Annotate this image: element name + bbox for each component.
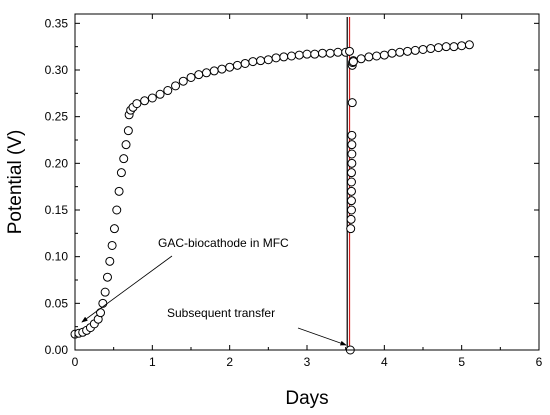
data-point xyxy=(178,76,188,86)
y-tick-label: 0.25 xyxy=(45,110,69,124)
data-point xyxy=(112,205,122,215)
annotation-transfer-arrow xyxy=(297,327,347,346)
data-point xyxy=(346,205,356,215)
data-point xyxy=(325,48,335,58)
data-point xyxy=(418,44,428,54)
data-point xyxy=(271,53,281,63)
data-point xyxy=(98,298,108,308)
data-series xyxy=(70,40,474,355)
data-point xyxy=(287,51,297,61)
data-point xyxy=(410,45,420,55)
y-tick-label: 0.05 xyxy=(45,296,69,310)
data-point xyxy=(107,240,117,250)
data-point xyxy=(163,86,173,96)
data-point xyxy=(457,41,467,51)
data-point xyxy=(449,42,459,52)
annotation-gac-arrow xyxy=(81,255,173,323)
data-point xyxy=(347,98,357,108)
data-point xyxy=(109,224,119,234)
data-point xyxy=(232,60,242,70)
data-point xyxy=(347,158,357,168)
data-point xyxy=(263,55,273,65)
y-tick-label: 0.35 xyxy=(45,16,69,30)
data-point xyxy=(433,43,443,53)
y-axis-title: Potential (V) xyxy=(5,130,26,235)
data-point xyxy=(403,46,413,56)
data-point xyxy=(102,272,112,282)
x-tick-label: 2 xyxy=(226,355,233,369)
data-point xyxy=(121,140,131,150)
data-point xyxy=(346,196,356,206)
data-point xyxy=(132,99,142,109)
data-point xyxy=(100,287,110,297)
data-point xyxy=(171,81,181,91)
data-point xyxy=(348,57,358,67)
data-point xyxy=(114,186,124,196)
x-tick-label: 0 xyxy=(72,355,79,369)
data-point xyxy=(441,42,451,52)
data-point xyxy=(333,47,343,57)
data-point xyxy=(346,168,356,178)
y-tick-label: 0.10 xyxy=(45,250,69,264)
data-point xyxy=(248,57,258,67)
data-point xyxy=(346,224,356,234)
data-point xyxy=(194,70,204,80)
data-point xyxy=(201,68,211,78)
data-point xyxy=(96,308,106,318)
data-point xyxy=(346,214,356,224)
data-point xyxy=(364,52,374,62)
y-tick-label: 0.15 xyxy=(45,203,69,217)
data-point xyxy=(310,49,320,59)
data-point xyxy=(346,177,356,187)
data-point xyxy=(317,48,327,58)
data-point xyxy=(123,126,133,136)
annotation-transfer-label: Subsequent transfer xyxy=(167,306,275,320)
plot-frame xyxy=(74,13,540,351)
data-point xyxy=(186,72,196,82)
data-point xyxy=(105,256,115,266)
data-point xyxy=(347,140,357,150)
y-tick-label: 0.00 xyxy=(45,343,69,357)
annotation-transfer: Subsequent transfer xyxy=(167,306,347,346)
data-point xyxy=(302,49,312,59)
data-point xyxy=(119,154,129,164)
data-point xyxy=(140,96,150,106)
data-point xyxy=(256,56,266,66)
annotation-gac-label: GAC-biocathode in MFC xyxy=(158,236,289,250)
data-point xyxy=(225,62,235,72)
data-point xyxy=(387,48,397,58)
y-tick-label: 0.30 xyxy=(45,63,69,77)
x-tick-label: 4 xyxy=(381,355,388,369)
annotation-gac: GAC-biocathode in MFC xyxy=(81,236,289,323)
data-point xyxy=(345,46,355,56)
data-point xyxy=(147,93,157,103)
data-point xyxy=(347,130,357,140)
axis-ticks xyxy=(74,14,540,351)
data-point xyxy=(395,47,405,57)
data-point xyxy=(426,44,436,54)
x-tick-label: 5 xyxy=(458,355,465,369)
data-point xyxy=(464,40,474,50)
data-point xyxy=(209,66,219,76)
data-point xyxy=(116,168,126,178)
data-point xyxy=(240,58,250,68)
data-point xyxy=(294,50,304,60)
x-tick-label: 3 xyxy=(304,355,311,369)
y-tick-label: 0.20 xyxy=(45,156,69,170)
data-point xyxy=(356,54,366,64)
data-point xyxy=(346,186,356,196)
x-tick-label: 6 xyxy=(536,355,543,369)
data-point xyxy=(379,50,389,60)
data-point xyxy=(155,89,165,99)
x-axis-title: Days xyxy=(285,388,328,409)
data-point xyxy=(279,52,289,62)
data-point xyxy=(347,149,357,159)
data-point xyxy=(217,64,227,74)
data-point xyxy=(372,51,382,61)
tick-labels: 0 1 2 3 4 5 6 0.00 0.05 0.10 0.15 0.20 0.25 0.30 0.35 xyxy=(45,16,543,369)
x-tick-label: 1 xyxy=(149,355,156,369)
